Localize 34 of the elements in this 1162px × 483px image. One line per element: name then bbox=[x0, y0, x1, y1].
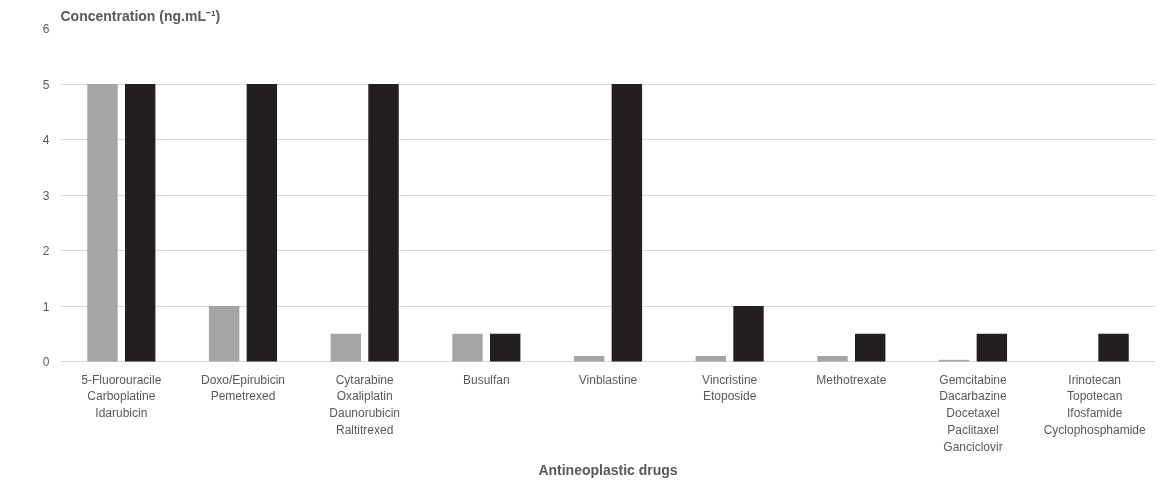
y-tick-label: 4 bbox=[42, 133, 50, 147]
y-tick-label: 1 bbox=[42, 299, 50, 314]
bar bbox=[368, 84, 399, 362]
x-tick-label: Methotrexate bbox=[816, 372, 887, 387]
x-tick-label: Busulfan bbox=[462, 372, 510, 387]
x-tick-label: 5-Fluorouracile Carboplatine Idarubicin bbox=[81, 372, 162, 421]
bar bbox=[817, 355, 848, 362]
x-tick-label: Cytarabine Oxaliplatin Daunorubicin Raltitrexed bbox=[329, 372, 401, 437]
x-tick-label: Vinblastine bbox=[578, 372, 638, 387]
y-axis-title: Concentration (ng.mL⁻¹) bbox=[60, 7, 221, 24]
bar bbox=[489, 333, 521, 362]
bar bbox=[733, 306, 764, 362]
bar bbox=[208, 306, 240, 362]
y-tick-label: 6 bbox=[42, 22, 50, 36]
bar bbox=[124, 84, 156, 362]
x-tick-label: Doxo/Epirubicin Pemetrexed bbox=[200, 372, 286, 404]
x-tick-label: Gemcitabine Dacarbazine Docetaxel Paclitaxel Ganciclovir bbox=[939, 372, 1008, 454]
bar bbox=[246, 84, 278, 362]
bar bbox=[573, 355, 605, 362]
y-tick-label: 3 bbox=[42, 188, 50, 203]
y-tick-label: 5 bbox=[42, 77, 50, 92]
bar bbox=[330, 333, 362, 362]
bar bbox=[976, 333, 1008, 362]
x-tick-label: Irinotecan Topotecan Ifosfamide Cyclophosphamide bbox=[1043, 372, 1147, 437]
y-tick-label: 0 bbox=[42, 355, 50, 369]
y-tick-label: 2 bbox=[42, 244, 50, 258]
bar bbox=[1098, 333, 1129, 362]
bar bbox=[452, 333, 483, 362]
bar bbox=[611, 84, 643, 362]
bar bbox=[695, 355, 727, 362]
bar bbox=[854, 333, 886, 362]
bar bbox=[87, 84, 118, 362]
x-axis-title: Antineoplastic drugs bbox=[538, 461, 678, 478]
x-tick-label: Vincristine Etoposide bbox=[702, 372, 758, 404]
